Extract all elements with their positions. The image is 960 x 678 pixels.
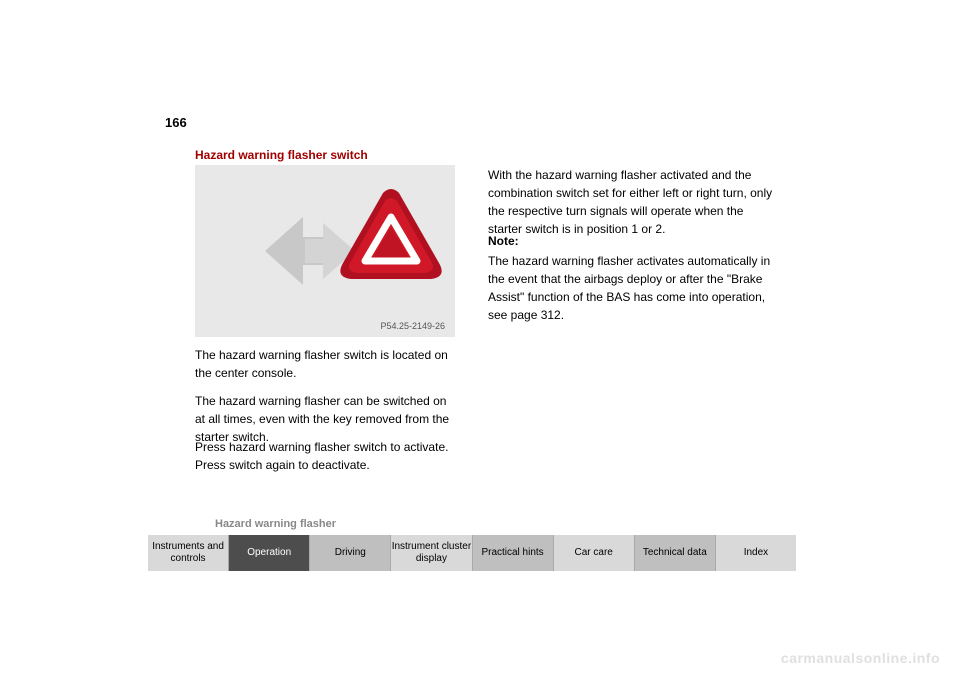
body-paragraph-3: Press hazard warning flasher switch to a… xyxy=(195,438,455,474)
note-heading: Note: xyxy=(488,232,778,250)
nav-bar: Instruments and controls Operation Drivi… xyxy=(148,535,796,571)
tab-practical-hints[interactable]: Practical hints xyxy=(473,535,554,571)
tab-driving[interactable]: Driving xyxy=(310,535,391,571)
tab-instruments-controls[interactable]: Instruments and controls xyxy=(148,535,229,571)
hazard-switch-svg xyxy=(195,165,455,337)
hazard-triangle-icon xyxy=(340,189,441,279)
tab-instrument-cluster-display[interactable]: Instrument cluster display xyxy=(391,535,472,571)
hazard-switch-diagram: P54.25-2149-26 xyxy=(195,165,455,337)
page-number: 166 xyxy=(165,115,187,130)
tab-technical-data[interactable]: Technical data xyxy=(635,535,716,571)
right-paragraph-1: With the hazard warning flasher activate… xyxy=(488,166,778,238)
tab-car-care[interactable]: Car care xyxy=(554,535,635,571)
diagram-label: P54.25-2149-26 xyxy=(380,321,445,331)
tab-operation[interactable]: Operation xyxy=(229,535,310,571)
tab-index[interactable]: Index xyxy=(716,535,796,571)
right-paragraph-2: The hazard warning flasher activates aut… xyxy=(488,252,778,324)
section-heading: Hazard warning flasher switch xyxy=(195,148,368,162)
watermark: carmanualsonline.info xyxy=(781,650,940,666)
footer-label: Hazard warning flasher xyxy=(215,518,336,530)
body-paragraph-1: The hazard warning flasher switch is loc… xyxy=(195,346,455,382)
